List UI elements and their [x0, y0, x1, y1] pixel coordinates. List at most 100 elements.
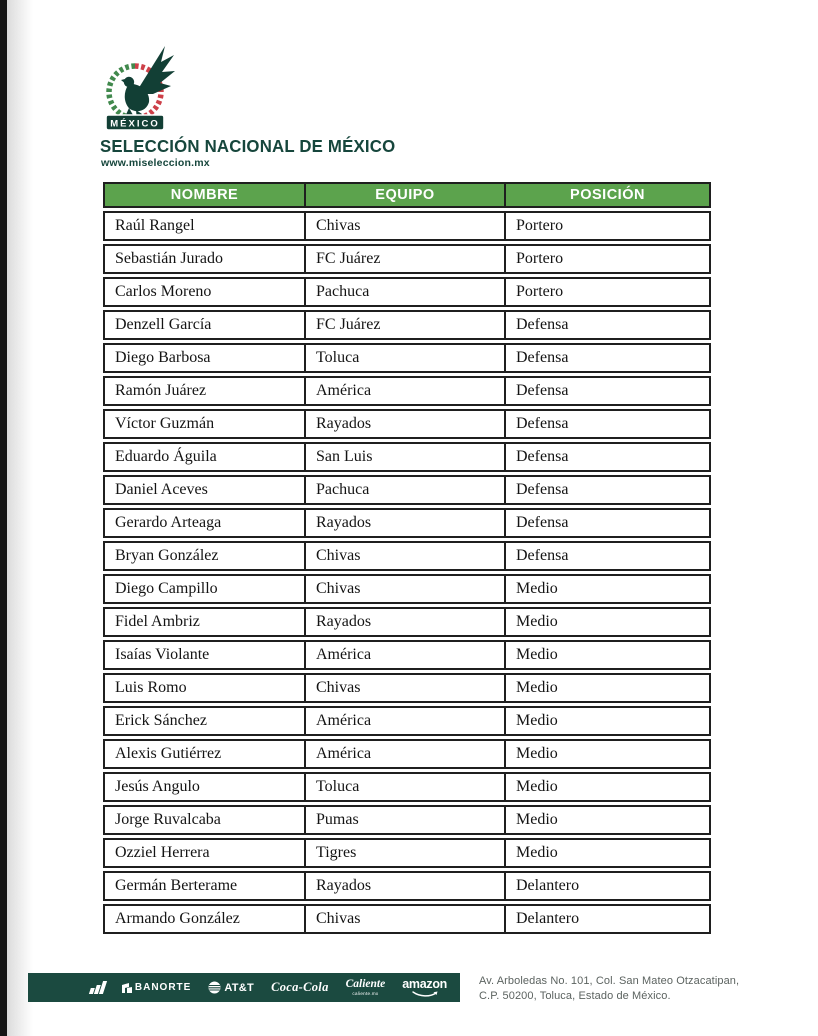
cell-equipo: Chivas — [304, 541, 504, 571]
cell-equipo: Pumas — [304, 805, 504, 835]
cell-nombre: Ramón Juárez — [103, 376, 304, 406]
cell-equipo: Chivas — [304, 211, 504, 241]
cell-equipo: América — [304, 739, 504, 769]
cell-posicion: Medio — [504, 706, 711, 736]
cell-equipo: Rayados — [304, 607, 504, 637]
cell-nombre: Eduardo Águila — [103, 442, 304, 472]
column-header-posicion: POSICIÓN — [504, 182, 711, 208]
cell-posicion: Defensa — [504, 508, 711, 538]
address-line-2: C.P. 50200, Toluca, Estado de México. — [479, 990, 671, 1002]
federation-address: Av. Arboledas No. 101, Col. San Mateo Ot… — [479, 974, 739, 1004]
table-row: Ozziel Herrera Tigres Medio — [103, 838, 711, 868]
table-row: Armando González Chivas Delantero — [103, 904, 711, 934]
caliente-label: Caliente — [345, 978, 386, 990]
cell-equipo: América — [304, 706, 504, 736]
table-row: Daniel Aceves Pachuca Defensa — [103, 475, 711, 505]
cell-nombre: Sebastián Jurado — [103, 244, 304, 274]
amazon-label: amazon — [402, 977, 447, 992]
cell-equipo: Tigres — [304, 838, 504, 868]
cell-nombre: Bryan González — [103, 541, 304, 571]
banorte-logo: BANORTE — [121, 982, 192, 993]
cell-posicion: Medio — [504, 772, 711, 802]
cell-posicion: Defensa — [504, 376, 711, 406]
crest-banner — [105, 114, 165, 131]
cell-nombre: Raúl Rangel — [103, 211, 304, 241]
cell-nombre: Gerardo Arteaga — [103, 508, 304, 538]
address-line-1: Av. Arboledas No. 101, Col. San Mateo Ot… — [479, 975, 740, 987]
table-row: Bryan González Chivas Defensa — [103, 541, 711, 571]
cell-equipo: Toluca — [304, 772, 504, 802]
banorte-mark-icon — [121, 982, 132, 993]
cell-nombre: Jorge Ruvalcaba — [103, 805, 304, 835]
cell-nombre: Armando González — [103, 904, 304, 934]
table-row: Carlos Moreno Pachuca Portero — [103, 277, 711, 307]
coca-cola-logo: Coca-Cola — [271, 980, 329, 994]
table-row: Diego Campillo Chivas Medio — [103, 574, 711, 604]
cell-equipo: Chivas — [304, 904, 504, 934]
table-row: Erick Sánchez América Medio — [103, 706, 711, 736]
cell-posicion: Medio — [504, 673, 711, 703]
table-row: Sebastián Jurado FC Juárez Portero — [103, 244, 711, 274]
table-row: Raúl Rangel Chivas Portero — [103, 211, 711, 241]
table-row: Diego Barbosa Toluca Defensa — [103, 343, 711, 373]
cell-posicion: Medio — [504, 739, 711, 769]
table-row: Luis Romo Chivas Medio — [103, 673, 711, 703]
cell-nombre: Diego Campillo — [103, 574, 304, 604]
scan-edge-shadow — [7, 0, 33, 1036]
cell-posicion: Defensa — [504, 409, 711, 439]
att-label: AT&T — [224, 981, 255, 994]
table-row: Jesús Angulo Toluca Medio — [103, 772, 711, 802]
cell-posicion: Defensa — [504, 475, 711, 505]
table-row: Germán Berterame Rayados Delantero — [103, 871, 711, 901]
adidas-logo — [89, 981, 108, 994]
cell-posicion: Delantero — [504, 904, 711, 934]
caliente-sub-label: caliente.mx — [352, 990, 379, 996]
eagle-wing — [135, 46, 175, 94]
cell-nombre: Germán Berterame — [103, 871, 304, 901]
sponsor-bar: BANORTE AT&T Coca-Cola Caliente caliente… — [28, 973, 460, 1002]
table-row: Ramón Juárez América Defensa — [103, 376, 711, 406]
cell-nombre: Fidel Ambriz — [103, 607, 304, 637]
cell-posicion: Portero — [504, 211, 711, 241]
column-header-equipo: EQUIPO — [304, 182, 504, 208]
cell-posicion: Medio — [504, 574, 711, 604]
cell-equipo: Toluca — [304, 343, 504, 373]
roster-body: Raúl Rangel Chivas Portero Sebastián Jurado… — [103, 211, 711, 934]
banorte-label: BANORTE — [134, 982, 192, 993]
cell-nombre: Jesús Angulo — [103, 772, 304, 802]
eagle-body — [124, 83, 150, 112]
table-row: Alexis Gutiérrez América Medio — [103, 739, 711, 769]
cell-equipo: Chivas — [304, 574, 504, 604]
cell-posicion: Medio — [504, 607, 711, 637]
cell-nombre: Luis Romo — [103, 673, 304, 703]
caliente-logo: Caliente caliente.mx — [345, 978, 386, 996]
cell-equipo: FC Juárez — [304, 244, 504, 274]
att-logo: AT&T — [208, 981, 254, 994]
cell-nombre: Alexis Gutiérrez — [103, 739, 304, 769]
cell-nombre: Daniel Aceves — [103, 475, 304, 505]
cell-equipo: Pachuca — [304, 475, 504, 505]
att-globe-icon — [208, 981, 221, 994]
cell-posicion: Delantero — [504, 871, 711, 901]
cell-nombre: Diego Barbosa — [103, 343, 304, 373]
cell-posicion: Medio — [504, 838, 711, 868]
page-title: SELECCIÓN NACIONAL DE MÉXICO — [100, 136, 396, 156]
table-row: Jorge Ruvalcaba Pumas Medio — [103, 805, 711, 835]
cell-equipo: Chivas — [304, 673, 504, 703]
crest-banner-text: MÉXICO — [110, 119, 159, 130]
cell-posicion: Defensa — [504, 343, 711, 373]
cell-nombre: Isaías Violante — [103, 640, 304, 670]
roster-table: NOMBRE EQUIPO POSICIÓN Raúl Rangel Chivas Po… — [103, 179, 711, 937]
amazon-logo: amazon — [402, 978, 447, 997]
cell-posicion: Portero — [504, 277, 711, 307]
cell-posicion: Medio — [504, 805, 711, 835]
cell-posicion: Portero — [504, 244, 711, 274]
table-row: Eduardo Águila San Luis Defensa — [103, 442, 711, 472]
cell-equipo: FC Juárez — [304, 310, 504, 340]
cell-posicion: Defensa — [504, 310, 711, 340]
cell-equipo: América — [304, 640, 504, 670]
table-row: Víctor Guzmán Rayados Defensa — [103, 409, 711, 439]
table-row: Fidel Ambriz Rayados Medio — [103, 607, 711, 637]
cell-equipo: Rayados — [304, 409, 504, 439]
cell-equipo: Pachuca — [304, 277, 504, 307]
